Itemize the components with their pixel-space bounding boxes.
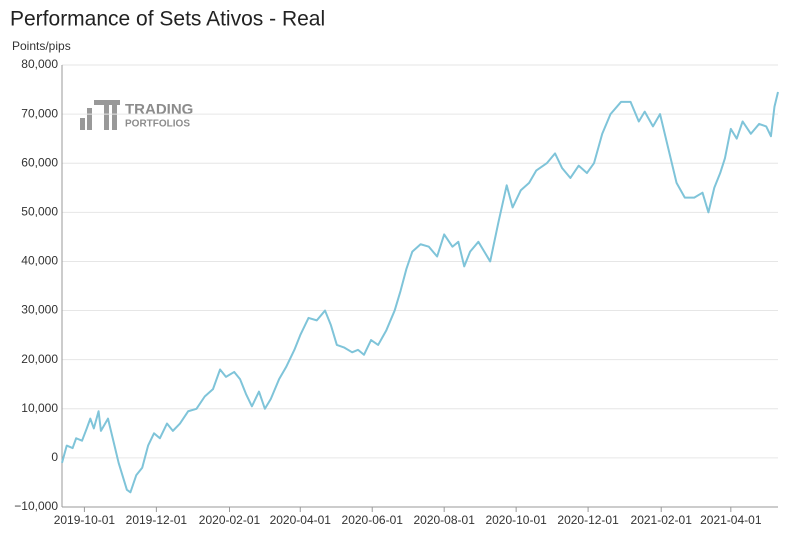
x-tick-label: 2020-06-01	[342, 513, 404, 527]
y-tick-label: 80,000	[21, 57, 58, 71]
x-tick-label: 2020-08-01	[413, 513, 475, 527]
watermark-text: PORTFOLIOS	[125, 119, 190, 130]
x-tick-label: 2019-10-01	[54, 513, 116, 527]
x-tick-label: 2020-02-01	[199, 513, 261, 527]
watermark-text: TRADING	[125, 101, 193, 118]
x-tick-label: 2021-02-01	[631, 513, 693, 527]
x-tick-label: 2021-04-01	[700, 513, 762, 527]
watermark: TRADING PORTFOLIOS	[80, 100, 193, 130]
x-tick-label: 2020-10-01	[485, 513, 547, 527]
logo-bar	[80, 118, 85, 130]
logo-bar	[104, 100, 109, 130]
y-axis-label: Points/pips	[12, 39, 71, 53]
y-tick-label: 60,000	[21, 155, 58, 169]
x-tick-label: 2020-12-01	[557, 513, 619, 527]
chart-title: Performance of Sets Ativos - Real	[10, 8, 325, 31]
data-line	[61, 91, 779, 494]
y-tick-label: 30,000	[21, 303, 58, 317]
logo-bar	[112, 100, 117, 130]
y-tick-label: −10,000	[14, 499, 58, 513]
x-tick-label: 2019-12-01	[126, 513, 188, 527]
y-tick-label: 40,000	[21, 254, 58, 268]
y-tick-label: 70,000	[21, 106, 58, 120]
y-tick-label: 50,000	[21, 205, 58, 219]
y-tick-label: 10,000	[21, 401, 58, 415]
x-tick-label: 2020-04-01	[270, 513, 332, 527]
y-tick-label: 0	[51, 450, 58, 464]
y-tick-label: 20,000	[21, 352, 58, 366]
logo-bar	[87, 108, 92, 130]
